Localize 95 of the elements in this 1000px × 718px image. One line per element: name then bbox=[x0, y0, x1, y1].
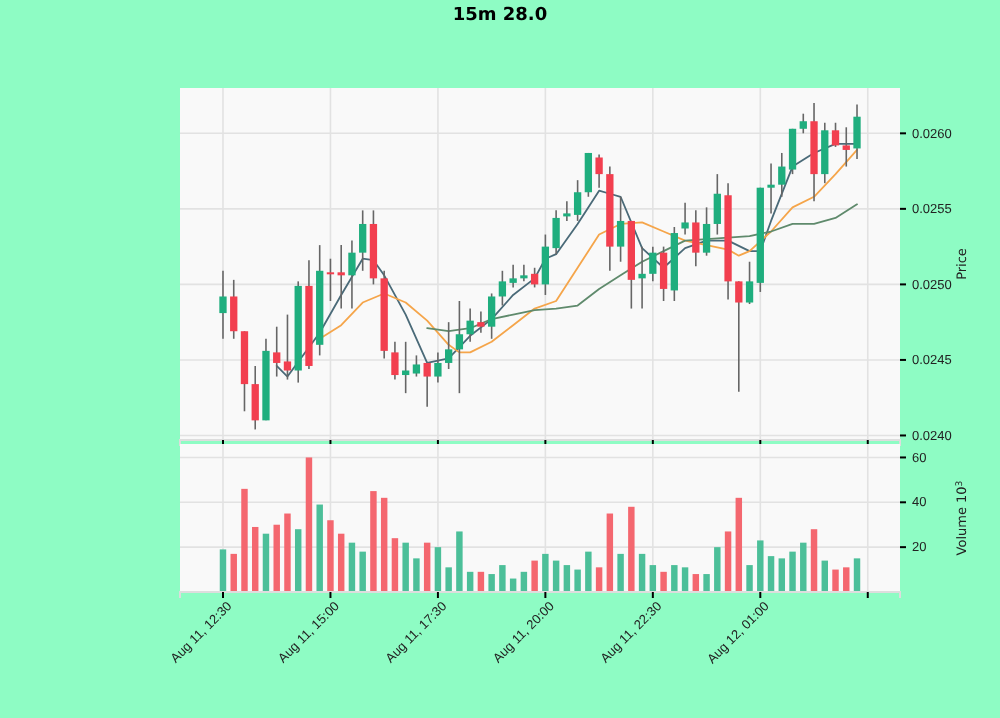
bar bbox=[488, 574, 495, 592]
chart-title: 15m 28.0 bbox=[452, 6, 548, 26]
bar bbox=[294, 529, 302, 592]
bar bbox=[660, 571, 667, 592]
bar bbox=[370, 491, 377, 592]
bar bbox=[230, 553, 237, 592]
candlestick bbox=[767, 162, 775, 215]
bar bbox=[853, 558, 861, 592]
bar bbox=[348, 542, 356, 592]
bar bbox=[617, 553, 624, 592]
candlestick bbox=[595, 153, 603, 189]
bar bbox=[273, 524, 280, 592]
bar bbox=[316, 504, 323, 592]
bar bbox=[606, 513, 614, 592]
bar bbox=[757, 540, 764, 592]
bar bbox=[703, 574, 710, 592]
bar bbox=[800, 542, 807, 592]
bar bbox=[714, 547, 721, 592]
bar bbox=[843, 567, 850, 592]
bar bbox=[724, 531, 732, 592]
bar bbox=[595, 567, 603, 592]
bar bbox=[649, 565, 657, 592]
candlestick bbox=[659, 245, 668, 302]
bar bbox=[262, 533, 270, 592]
bar bbox=[735, 497, 743, 592]
candlestick bbox=[520, 263, 528, 283]
bar bbox=[542, 553, 549, 592]
candlestick bbox=[788, 127, 797, 175]
bar bbox=[789, 551, 796, 592]
candlestick bbox=[477, 310, 485, 334]
bar bbox=[380, 497, 388, 592]
bar bbox=[219, 549, 227, 592]
bar bbox=[574, 569, 581, 592]
candlestick bbox=[702, 206, 711, 257]
bar bbox=[305, 457, 313, 592]
candlestick bbox=[638, 245, 646, 310]
bar bbox=[413, 558, 420, 592]
candlestick bbox=[584, 152, 593, 198]
bar bbox=[402, 542, 409, 592]
line-series bbox=[426, 203, 858, 333]
candlestick bbox=[530, 266, 539, 289]
candlestick bbox=[251, 365, 259, 431]
candlestick bbox=[821, 121, 829, 184]
bar bbox=[778, 558, 786, 592]
candlestick bbox=[230, 279, 238, 340]
candlestick bbox=[842, 126, 850, 168]
bar bbox=[746, 565, 753, 592]
candlestick bbox=[326, 257, 335, 302]
candlestick bbox=[735, 280, 743, 393]
bar bbox=[585, 551, 592, 592]
bar bbox=[359, 551, 366, 592]
bar bbox=[445, 567, 452, 592]
candlestick bbox=[831, 121, 840, 148]
candlestick bbox=[692, 209, 700, 268]
candlestick bbox=[466, 307, 474, 343]
candlestick bbox=[337, 244, 345, 310]
candlestick bbox=[778, 152, 786, 198]
candlestick bbox=[681, 202, 689, 236]
candlestick bbox=[445, 321, 453, 370]
bar bbox=[456, 531, 463, 592]
bar bbox=[563, 565, 571, 592]
bar bbox=[681, 567, 689, 592]
candlestick bbox=[423, 362, 431, 408]
candlestick bbox=[283, 313, 292, 381]
candlestick bbox=[348, 239, 356, 310]
candlestick bbox=[713, 173, 721, 236]
bar bbox=[638, 553, 646, 592]
bar bbox=[423, 542, 431, 592]
bar bbox=[252, 526, 259, 592]
bar bbox=[531, 560, 538, 592]
bar bbox=[337, 533, 345, 592]
candlestick bbox=[455, 300, 464, 394]
candlestick bbox=[853, 103, 861, 160]
candlestick bbox=[616, 195, 625, 263]
bar bbox=[284, 513, 291, 592]
candlestick bbox=[649, 245, 657, 283]
bar bbox=[671, 565, 678, 592]
candlestick bbox=[219, 270, 227, 340]
bar bbox=[241, 488, 248, 592]
candlestick bbox=[745, 260, 754, 305]
bar bbox=[434, 547, 442, 592]
bar bbox=[391, 538, 399, 592]
bar bbox=[810, 529, 818, 592]
bar bbox=[832, 569, 839, 592]
candlestick bbox=[487, 292, 496, 340]
bar bbox=[628, 506, 635, 592]
candlestick bbox=[434, 351, 442, 384]
bar bbox=[327, 520, 334, 592]
candlestick bbox=[412, 354, 421, 378]
candlestick bbox=[359, 209, 367, 272]
bar bbox=[499, 565, 506, 592]
candlestick bbox=[799, 112, 807, 135]
bar bbox=[767, 556, 775, 592]
candlestick bbox=[391, 341, 399, 381]
candlestick bbox=[273, 325, 281, 378]
